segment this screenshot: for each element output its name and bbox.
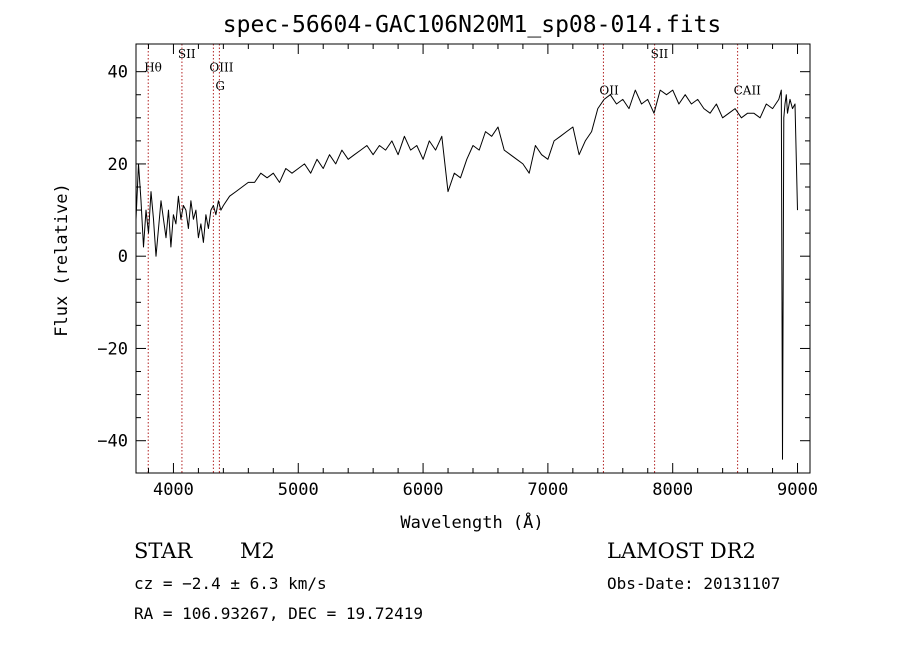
redshift-velocity: cz = −2.4 ± 6.3 km/s [134,574,327,593]
y-tick-label: 0 [118,247,128,267]
spectral-line-label: G [215,79,225,93]
spectral-line-label: CAII [734,84,762,98]
spectral-line-label: OII [599,84,619,98]
spectral-line-label: Hθ [144,61,162,75]
plot-area [136,44,798,473]
y-tick-label: 20 [108,155,128,175]
y-tick-label: −20 [97,339,128,359]
survey-name: LAMOST DR2 [607,539,756,563]
spectral-line-labels: Hθ SII OIII G OII SII CAII [144,47,761,98]
spectral-line-label: OIII [209,61,233,75]
chart-title: spec-56604-GAC106N20M1_sp08-014.fits [223,12,722,38]
x-axis-label: Wavelength (Å) [400,511,543,533]
x-tick-label: 7000 [527,480,568,500]
spectrum-chart: spec-56604-GAC106N20M1_sp08-014.fits 400… [0,0,900,649]
spectrum-line [136,90,798,459]
x-tick-label: 9000 [777,480,818,500]
x-tick-label: 4000 [153,480,194,500]
sky-coordinates: RA = 106.93267, DEC = 19.72419 [134,604,423,623]
y-axis-label: Flux (relative) [52,183,72,337]
x-tick-label: 6000 [403,480,444,500]
y-tick-label: −40 [97,432,128,452]
x-tick-label: 5000 [278,480,319,500]
spectral-line-label: SII [178,47,196,61]
object-class: STAR [134,539,193,563]
object-subclass: M2 [240,539,275,563]
x-tick-label: 8000 [652,480,693,500]
observation-date: Obs-Date: 20131107 [607,574,780,593]
y-tick-label: 40 [108,63,128,83]
spectral-line-label: SII [651,47,669,61]
plot-frame [136,44,810,473]
axis-ticks: 4000 5000 6000 7000 8000 9000 −40 −20 0 20 40 [97,44,818,500]
